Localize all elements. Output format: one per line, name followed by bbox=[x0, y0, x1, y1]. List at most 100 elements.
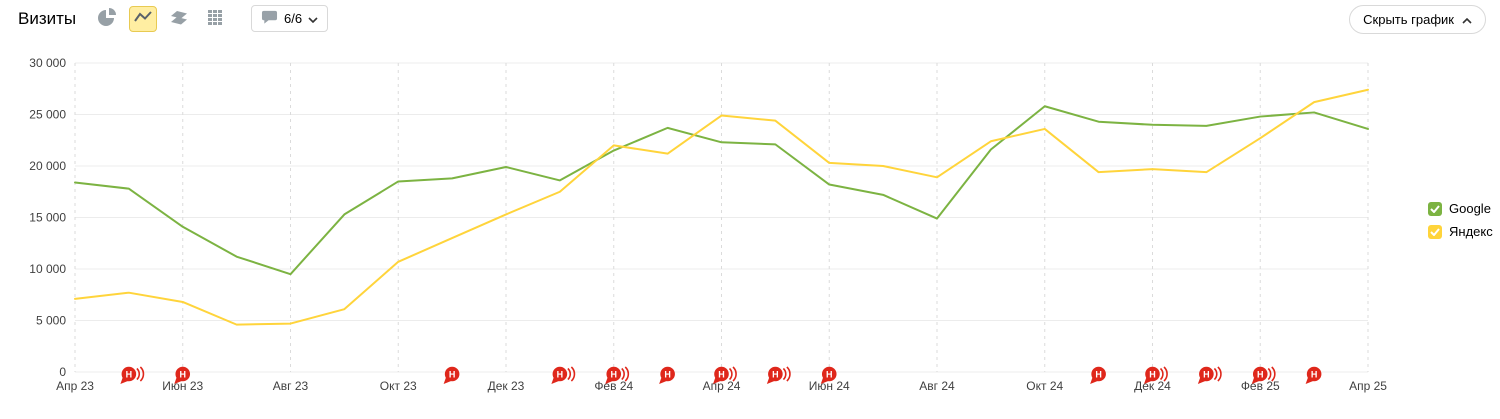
comment-icon bbox=[261, 9, 278, 28]
annotation-bubble bbox=[552, 366, 568, 382]
annotation-glyph: Н bbox=[180, 370, 187, 380]
annotation-marker[interactable]: Н bbox=[551, 366, 576, 384]
x-axis-label: Фев 25 bbox=[1241, 379, 1280, 393]
annotation-bubble bbox=[660, 366, 675, 382]
x-axis-label: Окт 23 bbox=[380, 379, 417, 393]
annotation-bubble bbox=[1199, 366, 1214, 382]
annotation-glyph: Н bbox=[826, 370, 833, 380]
stacked-area-chart-icon bbox=[169, 7, 189, 30]
annotation-stack-arc bbox=[1163, 366, 1168, 382]
annotation-bubble bbox=[821, 366, 837, 382]
y-axis-label: 20 000 bbox=[29, 159, 66, 173]
chart-header: Визиты bbox=[0, 0, 1500, 40]
annotation-bubble-tail bbox=[659, 377, 667, 384]
annotation-marker[interactable]: Н bbox=[1251, 366, 1276, 384]
series-line-яндекс[interactable] bbox=[74, 88, 1369, 326]
annotation-bubble-tail bbox=[551, 377, 559, 384]
x-axis-label: Фев 24 bbox=[594, 379, 633, 393]
annotation-bubble bbox=[714, 366, 729, 382]
annotation-glyph: Н bbox=[1095, 370, 1102, 380]
annotation-bubble-tail bbox=[713, 377, 721, 384]
annotation-marker[interactable]: Н bbox=[820, 366, 837, 384]
x-axis-label: Июн 23 bbox=[162, 379, 203, 393]
annotation-glyph: Н bbox=[1203, 370, 1210, 380]
annotation-stack-arc bbox=[1213, 367, 1218, 381]
annotation-glyph: Н bbox=[1257, 370, 1264, 380]
legend-checkbox-yandex bbox=[1428, 224, 1442, 239]
pie-chart-icon bbox=[97, 7, 117, 30]
annotation-bubble-tail bbox=[1197, 377, 1206, 384]
annotations-count: 6/6 bbox=[284, 11, 303, 26]
annotation-marker[interactable]: Н bbox=[174, 366, 191, 384]
annotation-bubble-tail bbox=[766, 377, 775, 384]
annotation-glyph: Н bbox=[1149, 370, 1156, 380]
annotation-stack-arc bbox=[782, 367, 787, 381]
annotation-stack-arc bbox=[1217, 366, 1222, 382]
annotation-bubble bbox=[606, 366, 622, 382]
annotation-glyph: Н bbox=[772, 370, 779, 380]
legend-checkbox-google bbox=[1428, 201, 1442, 216]
annotation-glyph: Н bbox=[1311, 370, 1318, 380]
legend-item-yandex[interactable]: Яндекс bbox=[1428, 224, 1493, 239]
column-chart-button[interactable] bbox=[201, 6, 229, 32]
annotation-stack-arc bbox=[1271, 366, 1276, 382]
visits-line-chart[interactable]: 0 5 000 10 000 15 000 20 000 25 000 30 000 Апр … bbox=[0, 42, 1500, 419]
annotation-bubble-tail bbox=[1305, 377, 1314, 384]
annotation-marker[interactable]: Н bbox=[1090, 366, 1106, 384]
annotation-glyph: Н bbox=[449, 370, 456, 380]
annotation-bubble bbox=[1091, 366, 1106, 382]
annotation-marker[interactable]: Н bbox=[120, 366, 145, 384]
annotation-marker[interactable]: Н bbox=[1305, 366, 1322, 384]
annotation-stack-arc bbox=[1159, 367, 1164, 381]
annotation-stack-arc bbox=[1267, 367, 1272, 381]
annotation-stack-arc bbox=[621, 367, 625, 381]
annotation-glyph: Н bbox=[718, 370, 725, 380]
x-axis-label: Авг 23 bbox=[273, 379, 309, 393]
annotation-marker[interactable]: Н bbox=[713, 366, 737, 384]
annotation-bubble bbox=[121, 366, 137, 382]
annotation-stack-arc bbox=[624, 366, 630, 382]
annotation-marker[interactable]: Н bbox=[766, 366, 791, 384]
annotation-bubble-tail bbox=[1251, 377, 1260, 384]
y-axis-label: 10 000 bbox=[29, 262, 66, 276]
legend-item-google[interactable]: Google bbox=[1428, 201, 1493, 216]
line-chart-icon bbox=[133, 8, 153, 29]
annotation-stack-arc bbox=[732, 366, 737, 382]
annotation-bubble-tail bbox=[605, 377, 613, 384]
legend-label-yandex: Яндекс bbox=[1449, 224, 1493, 239]
pie-chart-button[interactable] bbox=[93, 6, 121, 32]
x-axis-label: Дек 24 bbox=[1134, 379, 1171, 393]
annotation-marker[interactable]: Н bbox=[1197, 366, 1222, 384]
line-chart-button[interactable] bbox=[129, 5, 157, 32]
x-axis-label: Апр 23 bbox=[56, 379, 94, 393]
annotation-bubble-tail bbox=[120, 377, 128, 384]
annotation-glyph: Н bbox=[557, 370, 564, 380]
x-axis-label: Апр 24 bbox=[703, 379, 741, 393]
annotation-marker[interactable]: Н bbox=[443, 366, 460, 384]
series-line-google[interactable] bbox=[74, 105, 1369, 276]
x-axis-label: Дек 23 bbox=[488, 379, 525, 393]
annotation-bubble bbox=[1306, 366, 1322, 382]
annotation-marker[interactable]: Н bbox=[605, 366, 630, 384]
annotation-bubble-tail bbox=[820, 377, 829, 384]
annotation-bubble-tail bbox=[174, 377, 182, 384]
annotation-stack-arc bbox=[728, 367, 733, 381]
hide-chart-label: Скрыть график bbox=[1363, 12, 1454, 27]
annotation-bubble-tail bbox=[443, 377, 452, 384]
chart-type-toolbar: 6/6 bbox=[93, 5, 329, 32]
annotation-stack-arc bbox=[139, 366, 145, 382]
annotation-stack-arc bbox=[567, 367, 572, 381]
annotation-bubble bbox=[175, 366, 191, 382]
hide-chart-button[interactable]: Скрыть график bbox=[1349, 5, 1486, 34]
annotations-dropdown[interactable]: 6/6 bbox=[251, 5, 329, 32]
annotation-marker[interactable]: Н bbox=[1144, 366, 1168, 384]
stacked-area-chart-button[interactable] bbox=[165, 6, 193, 32]
annotation-glyph: Н bbox=[611, 370, 618, 380]
annotation-stack-arc bbox=[786, 366, 791, 382]
chart-legend: Google Яндекс bbox=[1428, 201, 1493, 239]
chevron-up-icon bbox=[1462, 12, 1472, 27]
x-axis-label: Июн 24 bbox=[809, 379, 850, 393]
annotation-marker[interactable]: Н bbox=[659, 366, 675, 384]
y-axis-label: 0 bbox=[59, 365, 66, 379]
